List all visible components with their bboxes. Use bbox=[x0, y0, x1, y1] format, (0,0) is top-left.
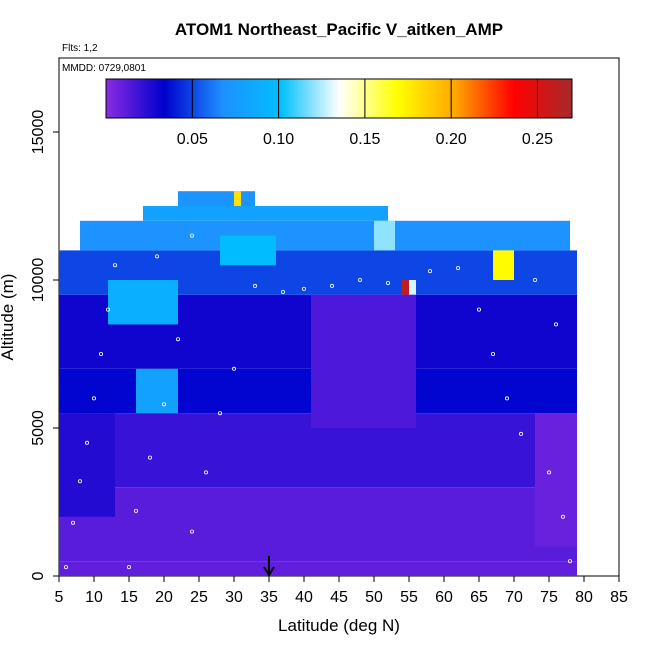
sample-point bbox=[175, 337, 180, 342]
y-axis-title: Altitude (m) bbox=[0, 274, 17, 361]
sample-point bbox=[385, 280, 390, 285]
sample-point bbox=[189, 233, 194, 238]
sample-point bbox=[154, 254, 159, 259]
x-axis-title: Latitude (deg N) bbox=[278, 616, 400, 635]
heatmap-cell bbox=[143, 206, 388, 221]
sample-point bbox=[568, 559, 573, 564]
sample-point bbox=[533, 277, 538, 282]
sample-point bbox=[427, 269, 432, 274]
heatmap-cell bbox=[374, 220, 395, 251]
sample-points bbox=[64, 233, 573, 570]
x-tick-label: 20 bbox=[155, 589, 173, 606]
x-tick-label: 70 bbox=[505, 589, 523, 606]
x-tick-label: 10 bbox=[85, 589, 103, 606]
x-tick-label: 55 bbox=[400, 589, 418, 606]
y-tick-label: 0 bbox=[30, 571, 47, 580]
sample-point bbox=[127, 565, 132, 570]
heatmap-cell bbox=[178, 191, 255, 206]
sample-point bbox=[189, 529, 194, 534]
heatmap-cell bbox=[402, 280, 409, 295]
x-tick-label: 65 bbox=[470, 589, 488, 606]
sample-point bbox=[231, 366, 236, 371]
x-tick-label: 15 bbox=[120, 589, 138, 606]
heatmap-cell bbox=[535, 413, 577, 547]
heatmap-cell bbox=[493, 250, 514, 280]
heatmap-cell bbox=[234, 191, 241, 206]
y-tick-label: 5000 bbox=[30, 410, 47, 446]
sample-point bbox=[71, 520, 76, 525]
colorbar-tick-label: 0.05 bbox=[177, 131, 208, 148]
colorbar-tick-label: 0.20 bbox=[436, 131, 467, 148]
sample-point bbox=[85, 440, 90, 445]
dates-note: MMDD: 0729,0801 bbox=[62, 63, 146, 74]
sample-point bbox=[113, 263, 118, 268]
sample-point bbox=[78, 479, 83, 484]
sample-point bbox=[476, 307, 481, 312]
colorbar-tick-label: 0.15 bbox=[349, 131, 380, 148]
sample-point bbox=[133, 508, 138, 513]
y-tick-label: 10000 bbox=[30, 258, 47, 303]
colorbar-tick-label: 0.25 bbox=[522, 131, 553, 148]
sample-point bbox=[161, 402, 166, 407]
x-tick-label: 45 bbox=[330, 589, 348, 606]
x-tick-label: 5 bbox=[55, 589, 64, 606]
chart-title: ATOM1 Northeast_Pacific V_aitken_AMP bbox=[175, 20, 503, 39]
x-tick-label: 80 bbox=[575, 589, 593, 606]
heatmap-cells bbox=[59, 191, 577, 576]
sample-point bbox=[554, 322, 559, 327]
colorbar-ticks: 0.05 0.10 0.15 0.20 0.25 bbox=[177, 79, 553, 148]
sample-point bbox=[203, 470, 208, 475]
heatmap-cell bbox=[59, 561, 577, 576]
sample-point bbox=[519, 431, 524, 436]
sample-point bbox=[561, 514, 566, 519]
sample-point bbox=[92, 396, 97, 401]
sample-point bbox=[490, 351, 495, 356]
sample-point bbox=[329, 283, 334, 288]
sample-point bbox=[106, 307, 111, 312]
x-tick-label: 75 bbox=[540, 589, 558, 606]
x-tick-label: 85 bbox=[610, 589, 628, 606]
x-tick-label: 50 bbox=[365, 589, 383, 606]
sample-point bbox=[99, 351, 104, 356]
flights-note: Flts: 1,2 bbox=[62, 43, 98, 54]
x-tick-label: 60 bbox=[435, 589, 453, 606]
sample-point bbox=[64, 565, 69, 570]
heatmap-cell bbox=[311, 294, 416, 428]
heatmap-cell bbox=[80, 220, 570, 251]
y-tick-label: 15000 bbox=[30, 110, 47, 155]
latitude-marker-arrow bbox=[263, 556, 275, 577]
sample-point bbox=[455, 266, 460, 271]
x-tick-label: 35 bbox=[260, 589, 278, 606]
colorbar bbox=[105, 78, 573, 119]
sample-point bbox=[504, 396, 509, 401]
heatmap-cell bbox=[59, 413, 115, 517]
y-axis: 0 5000 10000 15000 bbox=[30, 110, 59, 580]
sample-point bbox=[252, 283, 257, 288]
sample-point bbox=[301, 286, 306, 291]
x-tick-label: 40 bbox=[295, 589, 313, 606]
colorbar-tick-label: 0.10 bbox=[263, 131, 294, 148]
x-axis: 5 10 15 20 25 30 35 40 45 50 55 60 65 70 75 80 85 bbox=[55, 576, 628, 606]
x-tick-label: 30 bbox=[225, 589, 243, 606]
sample-point bbox=[547, 470, 552, 475]
heatmap-cell bbox=[59, 487, 577, 562]
x-tick-label: 25 bbox=[190, 589, 208, 606]
heatmap-cell bbox=[220, 235, 276, 266]
heatmap-cell bbox=[108, 280, 178, 325]
sample-point bbox=[217, 411, 222, 416]
heatmap-cell bbox=[409, 280, 416, 295]
colorbar-gradient bbox=[105, 78, 573, 119]
heatmap-cell bbox=[136, 368, 178, 414]
marker-head bbox=[263, 566, 275, 577]
sample-point bbox=[280, 289, 285, 294]
sample-point bbox=[147, 455, 152, 460]
sample-point bbox=[357, 277, 362, 282]
